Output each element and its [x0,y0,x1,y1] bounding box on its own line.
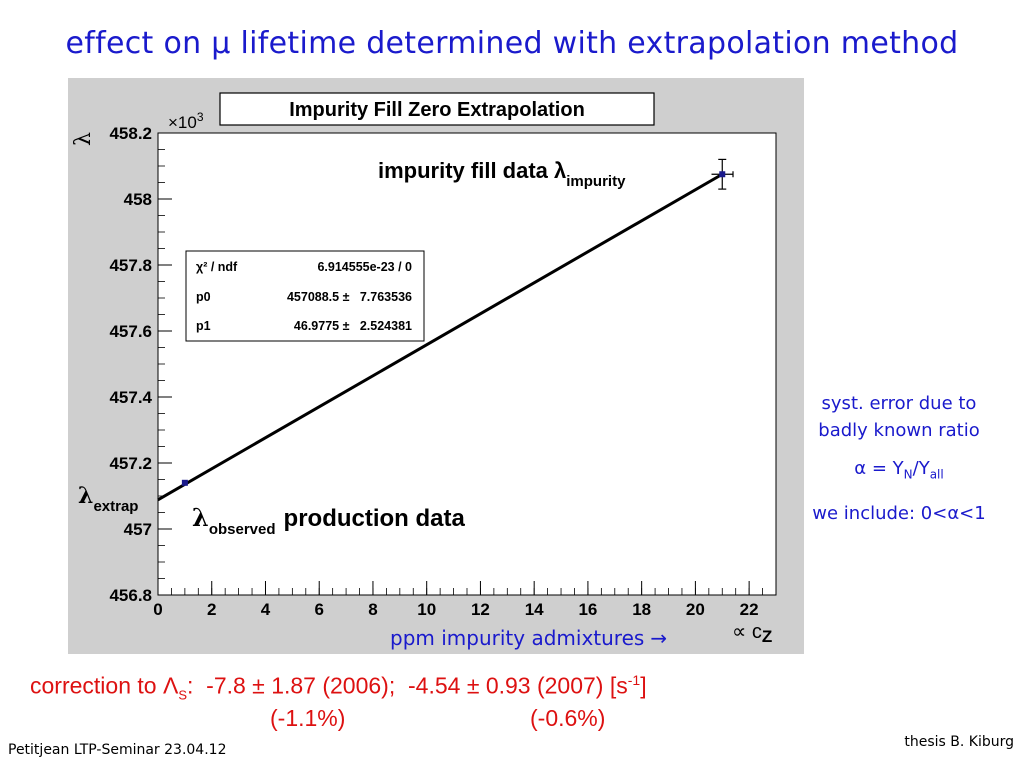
chart-title: Impurity Fill Zero Extrapolation [289,99,585,121]
extrap-annotation: λextrap [78,483,138,515]
x-tick-label: 14 [525,600,544,619]
plot-area [157,132,777,596]
syst-error-line1: syst. error due to [821,393,977,414]
x-tick-label: 4 [261,600,271,619]
slide-title: effect on μ lifetime determined with ext… [65,26,959,61]
chart-title-box [219,92,655,126]
stats-row-label: p1 [196,319,211,333]
production-annotation: λobserved production data [192,503,466,538]
y-axis-label: λ [71,132,96,146]
y-tick-label: 457.4 [109,388,152,407]
data-point [719,171,726,178]
syst-error-note: syst. error due to badly known ratio [790,390,1008,444]
correction-pct-2006: (-1.1%) [270,705,346,731]
arrow-right-icon: → [650,626,668,650]
stats-row-value: 46.9775 ± 2.524381 [294,319,412,333]
ratio-definition: α = YN/Yall [854,458,944,482]
x-tick-label: 2 [207,600,216,619]
syst-error-line2: badly known ratio [818,420,980,441]
plot-frame: Impurity Fill Zero Extrapolation 0 2 4 6 8 10… [68,78,804,654]
data-point [181,479,188,486]
x-tick-label: 16 [578,600,597,619]
correction-pct-2007: (-0.6%) [530,705,606,731]
y-tick-label: 457.6 [109,322,152,341]
fit-line [157,172,724,502]
footer-source: thesis B. Kiburg [904,734,1014,750]
stats-row-label: χ² / ndf [196,260,238,274]
x-tick-label: 22 [740,600,759,619]
axis-ticks: 0 2 4 6 8 10 12 14 16 18 20 22 456.8 457 457.2 457.4 457… [109,124,777,619]
x-tick-label: 8 [368,600,377,619]
x-axis-caption-text: ppm impurity admixtures [390,626,645,650]
x-tick-label: 10 [417,600,436,619]
x-axis-caption: ppm impurity admixtures → [390,626,667,650]
stats-row-value: 6.914555e-23 / 0 [317,260,412,274]
x-tick-label: 12 [471,600,490,619]
y-tick-label: 457.8 [109,256,152,275]
y-tick-label: 456.8 [109,586,152,605]
footer-seminar: Petitjean LTP-Seminar 23.04.12 [8,742,227,758]
y-tick-label: 457 [124,520,152,539]
correction-line: correction to ΛS: -7.8 ± 1.87 (2006); -4… [30,672,647,703]
impurity-annotation: impurity fill data λimpurity [378,158,626,190]
x-axis-label: ∝ cZ [732,621,772,646]
y-tick-label: 457.2 [109,454,152,473]
include-range: we include: 0<α<1 [812,503,986,524]
x-tick-label: 0 [153,600,162,619]
y-tick-label: 458.2 [109,124,152,143]
data-layer [157,158,734,502]
stats-row-value: 457088.5 ± 7.763536 [287,290,412,304]
plot-canvas: Impurity Fill Zero Extrapolation 0 2 4 6 8 10… [71,92,777,646]
x-tick-label: 20 [686,600,705,619]
x-tick-label: 6 [314,600,323,619]
x-tick-label: 18 [632,600,651,619]
y-multiplier: ×103 [168,110,204,132]
stats-row-label: p0 [196,290,211,304]
y-tick-label: 458 [124,190,152,209]
fit-stats-box: χ² / ndf 6.914555e-23 / 0 p0 457088.5 ± … [185,250,425,342]
